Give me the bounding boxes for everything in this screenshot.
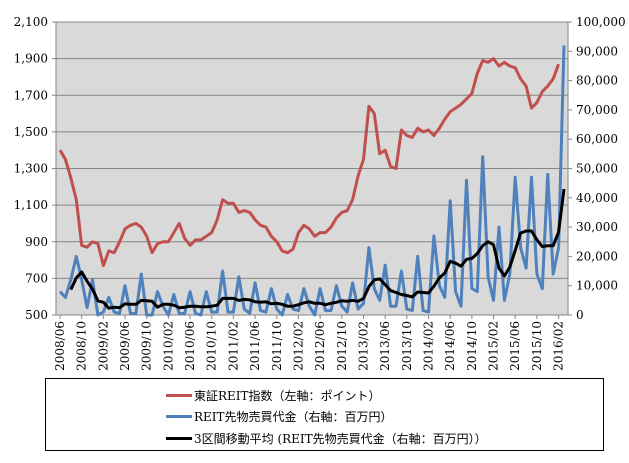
- legend-item-reit-index: 東証REIT指数（左軸：ポイント）: [166, 385, 381, 405]
- legend-swatch-black: [166, 436, 192, 440]
- right-tick-label: 100,000: [576, 15, 626, 29]
- x-tick-label: 2016/02: [552, 321, 566, 371]
- right-tick-label: 60,000: [576, 132, 618, 146]
- x-tick-label: 2011/02: [226, 321, 240, 371]
- legend-label: REIT先物売買代金（右軸：百万円）: [194, 409, 393, 424]
- x-tick-label: 2013/06: [378, 321, 392, 371]
- left-tick-label: 2,100: [14, 15, 48, 29]
- legend-swatch-blue: [166, 414, 192, 418]
- right-tick-label: 30,000: [576, 220, 618, 234]
- x-tick-label: 2012/10: [335, 321, 349, 371]
- x-tick-label: 2015/06: [508, 321, 522, 371]
- x-tick-label: 2009/06: [118, 321, 132, 371]
- x-tick-label: 2011/10: [270, 321, 284, 371]
- right-tick-label: 70,000: [576, 103, 618, 117]
- x-tick-label: 2010/10: [205, 321, 219, 371]
- right-tick-label: 50,000: [576, 162, 618, 176]
- x-tick-label: 2015/02: [487, 321, 501, 371]
- x-tick-label: 2012/06: [313, 321, 327, 371]
- left-tick-label: 1,900: [14, 52, 48, 66]
- left-tick-label: 500: [25, 308, 48, 322]
- series-line-moving-average: [69, 188, 566, 310]
- legend-item-futures-volume: REIT先物売買代金（右軸：百万円）: [166, 406, 393, 426]
- legend-label: 東証REIT指数（左軸：ポイント）: [194, 388, 381, 403]
- right-tick-label: 90,000: [576, 44, 618, 58]
- x-tick-label: 2008/06: [53, 321, 67, 371]
- series-line-futures-volume: [58, 45, 566, 317]
- legend: 東証REIT指数（左軸：ポイント） REIT先物売買代金（右軸：百万円） 3区間…: [45, 378, 604, 451]
- x-tick-label: 2011/06: [248, 321, 262, 371]
- x-tick-label: 2010/02: [161, 321, 175, 371]
- x-tick-label: 2014/10: [465, 321, 479, 371]
- x-tick-label: 2013/10: [400, 321, 414, 371]
- right-tick-label: 40,000: [576, 191, 618, 205]
- x-tick-label: 2010/06: [183, 321, 197, 371]
- right-tick-label: 80,000: [576, 74, 618, 88]
- x-tick-label: 2014/06: [443, 321, 457, 371]
- x-tick-label: 2009/02: [96, 321, 110, 371]
- x-tick-label: 2012/02: [291, 321, 305, 371]
- legend-item-moving-average: 3区間移動平均 (REIT先物売買代金（右軸：百万円））: [166, 428, 487, 448]
- left-tick-label: 1,300: [14, 162, 48, 176]
- series-line-reit-index: [58, 57, 561, 268]
- left-tick-label: 1,100: [14, 198, 48, 212]
- legend-label: 3区間移動平均 (REIT先物売買代金（右軸：百万円））: [194, 431, 487, 446]
- right-tick-label: 10,000: [576, 279, 618, 293]
- chart: 500 700 900 1,100 1,300 1,500 1,700 1,900 2,100 0…: [14, 15, 626, 371]
- x-tick-label: 2008/10: [75, 321, 89, 371]
- left-tick-label: 1,700: [14, 88, 48, 102]
- x-tick-label: 2013/02: [356, 321, 370, 371]
- x-tick-label: 2015/10: [530, 321, 544, 371]
- right-tick-label: 20,000: [576, 249, 618, 263]
- x-tick-label: 2014/02: [422, 321, 436, 371]
- left-tick-label: 700: [25, 271, 48, 285]
- x-tick-label: 2009/10: [140, 321, 154, 371]
- right-tick-label: 0: [576, 308, 584, 322]
- left-tick-label: 900: [25, 235, 48, 249]
- legend-swatch-red: [166, 393, 192, 397]
- left-tick-label: 1,500: [14, 125, 48, 139]
